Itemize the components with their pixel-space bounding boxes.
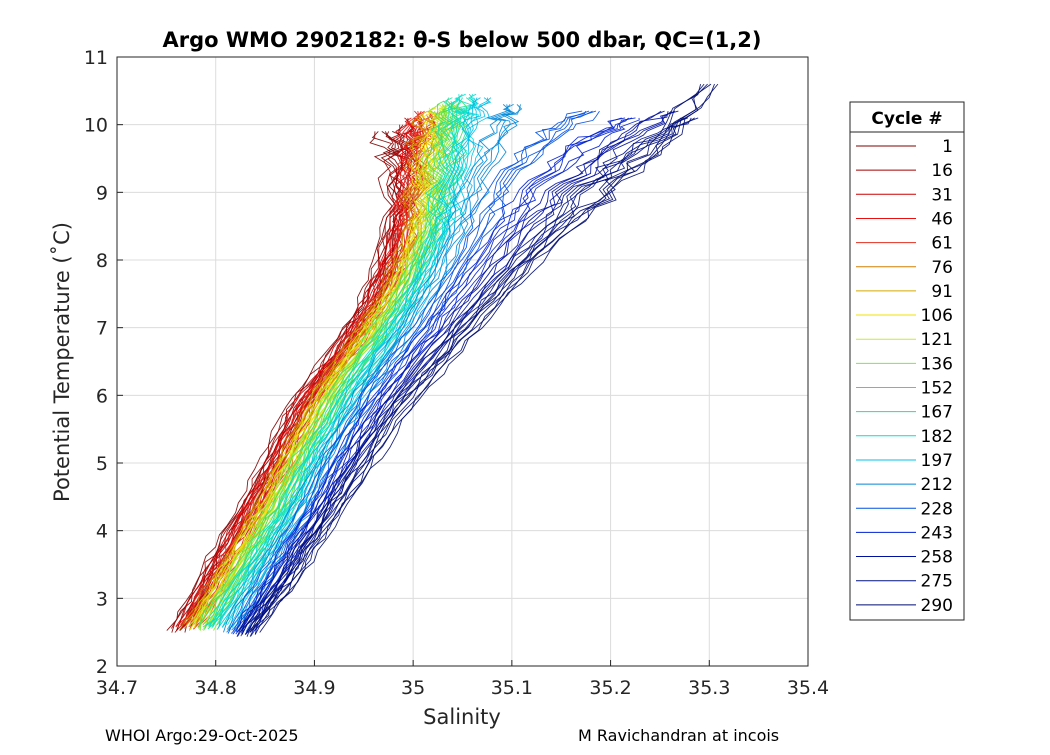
x-tick-labels: 34.7 34.8 34.9 35 35.1 35.2 35.3 35.4 — [96, 677, 829, 699]
legend-label-243: 243 — [921, 523, 953, 543]
plot-frame — [116, 56, 809, 667]
cycle-228-profile-line — [235, 110, 593, 632]
legend-label-182: 182 — [921, 427, 953, 447]
y-tick-label: 3 — [96, 588, 108, 610]
legend-label-212: 212 — [921, 475, 953, 495]
cycle-182-profile-line — [207, 93, 466, 626]
legend-label-76: 76 — [931, 258, 953, 278]
legend: Cycle # 11631466176911061211361521671821… — [849, 101, 965, 621]
cycle-167-profile-line — [212, 97, 463, 628]
cycle-46-profile-line — [175, 110, 422, 628]
x-tick-label: 34.9 — [293, 677, 335, 699]
y-tick-label: 7 — [96, 318, 108, 340]
legend-label-46: 46 — [931, 209, 953, 229]
x-tick-label: 35.3 — [688, 677, 730, 699]
cycle-136-profile-line — [203, 104, 449, 631]
cycle-212-profile-line — [228, 104, 512, 631]
cycle-258-profile-line — [237, 110, 662, 633]
cycle-290-profile-line — [249, 83, 712, 633]
cycle-243-profile-line — [232, 117, 622, 635]
legend-box — [849, 101, 965, 621]
y-tick-label: 9 — [96, 182, 108, 204]
legend-entries: 1 16 31 46 61 76 91 106 121 136 152 167 182 197 212 228… — [856, 137, 953, 616]
x-tick-label: 34.7 — [96, 677, 138, 699]
y-tick-label: 2 — [96, 656, 108, 678]
cycle-182-profile-line — [208, 94, 460, 628]
cycle-275-profile-line — [246, 117, 688, 637]
cycle-106-profile-line — [183, 107, 434, 629]
legend-label-31: 31 — [931, 185, 953, 205]
cycle-275-profile-line — [241, 117, 685, 635]
legend-label-106: 106 — [921, 306, 953, 326]
legend-label-16: 16 — [931, 161, 953, 181]
y-tick-label: 8 — [96, 250, 108, 272]
profile-lines — [166, 83, 719, 637]
cycle-243-profile-line — [245, 117, 636, 635]
legend-label-228: 228 — [921, 499, 953, 519]
legend-label-290: 290 — [921, 596, 953, 616]
y-axis-label: Potential Temperature (˚C) — [50, 222, 74, 502]
cycle-258-profile-line — [241, 110, 665, 635]
x-tick-label: 35 — [401, 677, 425, 699]
cycle-197-profile-line — [218, 97, 478, 628]
y-tick-label: 4 — [96, 521, 108, 543]
x-tick-label: 35.2 — [589, 677, 631, 699]
y-tick-label: 11 — [84, 47, 108, 69]
y-tick-labels: 2 3 4 5 6 7 8 9 10 11 — [84, 47, 108, 678]
cycle-290-profile-line — [246, 83, 705, 633]
chart-title: Argo WMO 2902182: θ-S below 500 dbar, QC… — [163, 28, 762, 52]
cycle-228-profile-line — [240, 110, 597, 634]
y-tick-label: 6 — [96, 385, 108, 407]
cycle-46-profile-line — [185, 110, 423, 628]
legend-label-61: 61 — [931, 234, 953, 254]
footer-source: WHOI Argo:29-Oct-2025 — [105, 726, 299, 745]
cycle-31-profile-line — [175, 117, 414, 627]
cycle-212-profile-line — [236, 104, 523, 633]
x-tick-label: 35.1 — [491, 677, 533, 699]
cycle-106-profile-line — [198, 107, 446, 631]
cycle-136-profile-line — [199, 104, 445, 631]
cycle-1-profile-line — [166, 131, 393, 631]
cycle-228-profile-line — [227, 110, 583, 634]
cycle-61-profile-line — [184, 117, 425, 628]
cycle-290-profile-line — [254, 83, 715, 631]
cycle-197-profile-line — [221, 97, 481, 628]
cycle-197-profile-line — [226, 97, 492, 630]
legend-title: Cycle # — [871, 109, 942, 129]
x-tick-label: 34.8 — [195, 677, 237, 699]
cycle-243-profile-line — [237, 117, 626, 637]
x-axis-label: Salinity — [423, 705, 501, 729]
cycle-61-profile-line — [179, 117, 419, 626]
cycle-152-profile-line — [199, 100, 447, 625]
cycle-16-profile-line — [171, 124, 404, 629]
y-tick-label: 10 — [84, 115, 108, 137]
cycle-212-profile-line — [223, 104, 512, 633]
cycle-290-profile-line — [259, 83, 719, 633]
cycle-182-profile-line — [222, 94, 477, 628]
legend-label-152: 152 — [921, 379, 953, 399]
legend-label-258: 258 — [921, 548, 953, 568]
legend-label-1: 1 — [942, 137, 953, 157]
cycle-1-profile-line — [176, 131, 401, 631]
cycle-228-profile-line — [232, 110, 587, 632]
x-tick-label: 35.4 — [787, 677, 829, 699]
legend-label-91: 91 — [931, 282, 953, 302]
cycle-91-profile-line — [184, 110, 428, 624]
cycle-121-profile-line — [188, 104, 446, 627]
legend-label-167: 167 — [921, 403, 953, 423]
legend-label-197: 197 — [921, 451, 953, 471]
cycle-182-profile-line — [212, 93, 475, 628]
cycle-212-profile-line — [226, 104, 514, 633]
cycle-121-profile-line — [198, 104, 449, 627]
cycle-121-profile-line — [193, 104, 445, 625]
legend-label-275: 275 — [921, 572, 953, 592]
cycle-290-profile-line — [241, 83, 702, 631]
legend-label-136: 136 — [921, 354, 953, 374]
legend-label-121: 121 — [921, 330, 953, 350]
footer-credit: M Ravichandran at incois — [578, 726, 779, 745]
cycle-275-profile-line — [244, 117, 692, 636]
y-tick-label: 5 — [96, 453, 108, 475]
